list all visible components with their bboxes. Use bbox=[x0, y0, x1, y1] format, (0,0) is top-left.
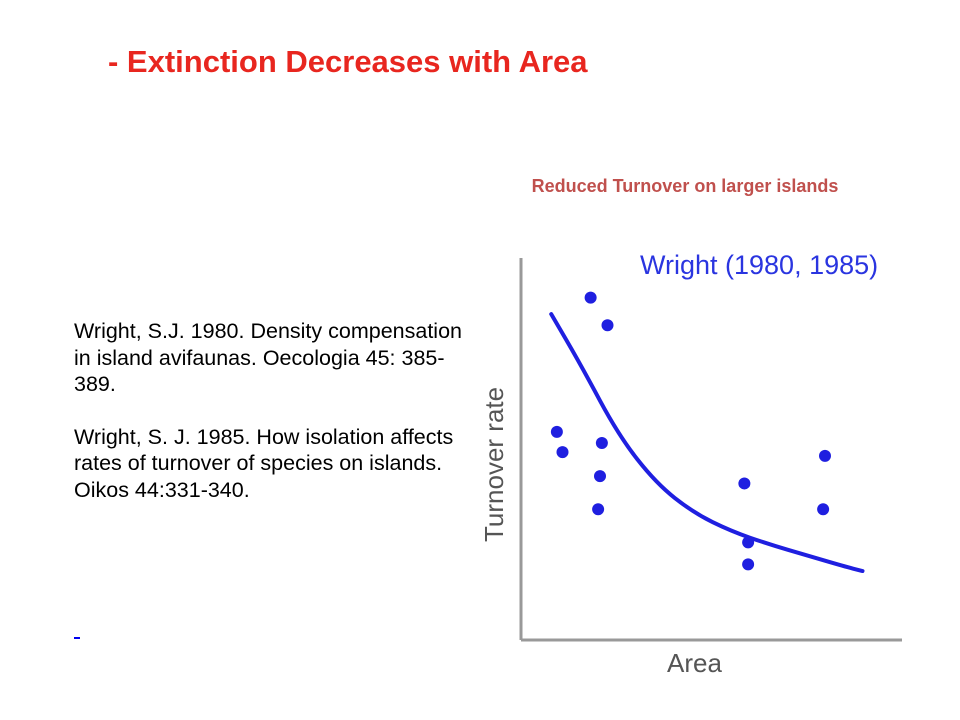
data-point-5 bbox=[595, 436, 608, 449]
data-point-3 bbox=[550, 425, 563, 438]
reference-wright-1980: Wright, S.J. 1980. Density compensation … bbox=[74, 319, 462, 396]
data-point-11 bbox=[819, 449, 831, 462]
plot-area bbox=[549, 291, 865, 574]
data-point-4 bbox=[556, 446, 569, 459]
chart-title: Wright (1980, 1985) bbox=[640, 250, 878, 280]
data-point-12 bbox=[817, 503, 830, 516]
data-point-2 bbox=[601, 319, 614, 332]
x-axis-label: Area bbox=[667, 648, 722, 678]
references-block: Wright, S.J. 1980. Density compensation … bbox=[74, 318, 469, 503]
y-axis-label: Turnover rate bbox=[479, 387, 509, 542]
chart-caption: Reduced Turnover on larger islands bbox=[531, 176, 839, 196]
slide-title: - Extinction Decreases with Area bbox=[108, 44, 588, 79]
empty-hyperlink[interactable] bbox=[74, 616, 80, 641]
data-point-10 bbox=[742, 558, 755, 571]
data-point-6 bbox=[594, 470, 606, 483]
fitted-curve-line bbox=[549, 312, 865, 574]
data-point-1 bbox=[584, 291, 597, 304]
data-point-8 bbox=[738, 477, 751, 490]
reference-wright-1985: Wright, S. J. 1985. How isolation affect… bbox=[74, 424, 454, 502]
data-point-7 bbox=[592, 503, 605, 516]
turnover-area-chart: Wright (1980, 1985) Area Turnover rate bbox=[479, 250, 902, 678]
